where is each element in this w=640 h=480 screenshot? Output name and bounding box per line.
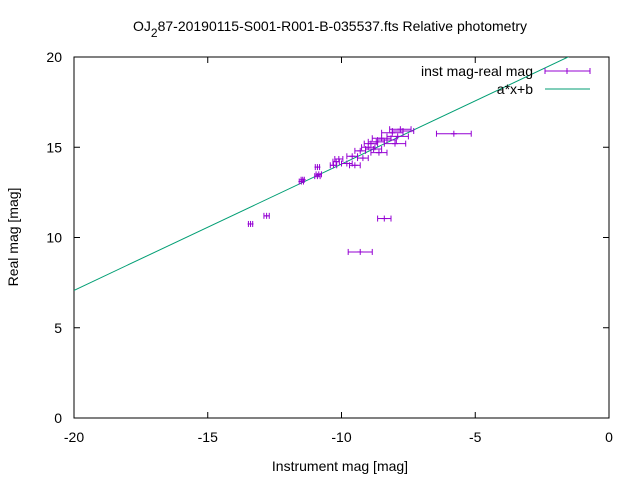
y-tick-label: 5 [54,320,62,336]
x-axis-label: Instrument mag [mag] [272,458,408,474]
legend: inst mag-real mag a*x+b [421,63,591,97]
x-tick-label: -10 [331,429,351,445]
legend-label-fit: a*x+b [497,81,533,97]
x-tick-label: -5 [469,429,482,445]
y-tick-label: 15 [46,139,62,155]
data-point [263,212,270,219]
data-point [349,162,361,169]
data-point [357,155,369,162]
y-tick-label: 20 [46,49,62,65]
x-tick-label: 0 [605,429,613,445]
data-point [365,146,383,153]
data-point [341,160,353,167]
data-point [435,130,472,137]
chart-title-subscript: 2 [151,26,158,40]
y-tick-label: 0 [54,410,62,426]
data-point [346,153,359,160]
plot-area: -20 -15 -10 -5 0 0 5 10 15 20 [46,49,613,445]
plot-frame [73,56,610,419]
data-point [332,158,340,165]
data-point [247,220,254,227]
x-tick-label: -15 [198,429,218,445]
data-point [370,149,388,156]
data-point [391,128,415,135]
chart-title: OJ287-20190115-S001-R001-B-035537.fts Re… [133,18,527,40]
data-point [334,155,344,162]
data-point [383,140,407,147]
data-point [314,164,321,171]
data-point [377,215,392,222]
chart-title-suffix: 87-20190115-S001-R001-B-035537.fts Relat… [158,18,527,34]
data-point [386,133,409,140]
data-point [315,171,322,178]
data-point [299,176,306,183]
x-tick-label: -20 [64,429,84,445]
y-tick-label: 10 [46,230,62,246]
data-point [329,162,338,169]
y-axis-label: Real mag [mag] [5,188,21,287]
chart-title-prefix: OJ [133,18,151,34]
data-point [347,248,373,255]
legend-label-points: inst mag-real mag [421,63,533,79]
